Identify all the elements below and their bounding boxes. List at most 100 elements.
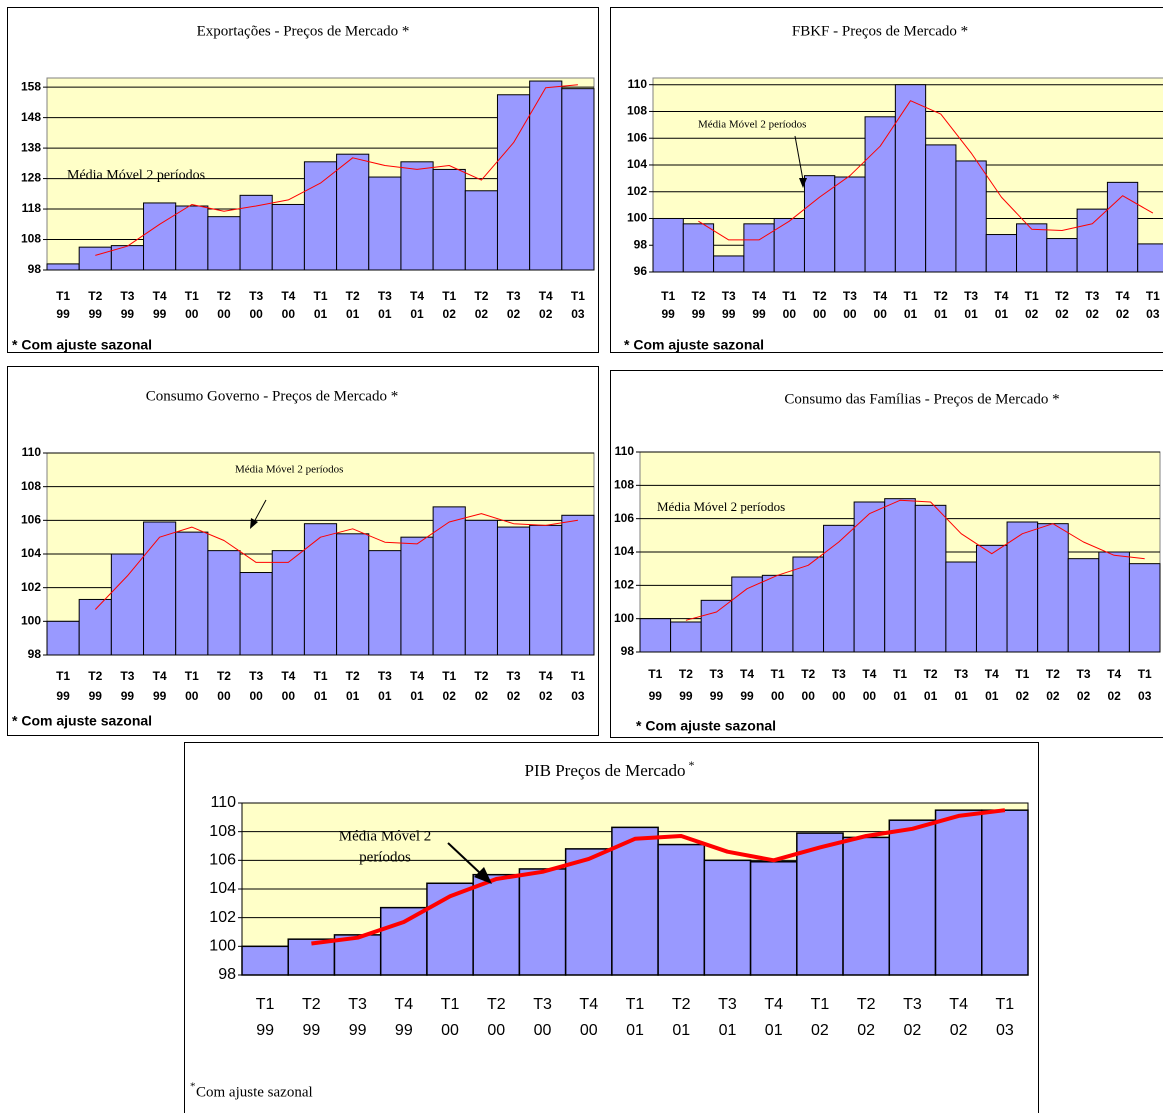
bar bbox=[884, 498, 916, 653]
bar bbox=[287, 938, 336, 976]
bar bbox=[561, 88, 595, 271]
x-tick-label: 00 bbox=[874, 307, 888, 321]
x-tick-label: 99 bbox=[752, 307, 766, 321]
y-tick-label: 138 bbox=[21, 140, 41, 154]
x-tick-label: 99 bbox=[56, 307, 70, 321]
bar bbox=[743, 223, 775, 273]
x-tick-label: T3 bbox=[348, 996, 367, 1013]
y-tick-label: 104 bbox=[209, 880, 236, 897]
x-tick-label: T4 bbox=[873, 289, 887, 303]
x-tick-label: T1 bbox=[185, 669, 199, 683]
x-tick-label: T3 bbox=[1077, 667, 1091, 681]
bar bbox=[985, 234, 1018, 273]
bar bbox=[464, 190, 498, 271]
bar bbox=[611, 826, 659, 976]
x-tick-label: T4 bbox=[1116, 289, 1130, 303]
x-tick-label: 01 bbox=[893, 689, 907, 703]
bar bbox=[426, 882, 474, 976]
x-tick-label: T4 bbox=[764, 996, 783, 1013]
x-tick-label: T3 bbox=[954, 667, 968, 681]
bar bbox=[652, 217, 684, 273]
bar bbox=[657, 843, 706, 976]
bar bbox=[981, 809, 1029, 976]
x-tick-label: T4 bbox=[153, 289, 167, 303]
bar bbox=[1106, 181, 1139, 273]
bar bbox=[834, 176, 866, 273]
x-tick-label: T2 bbox=[1055, 289, 1069, 303]
y-tick-label: 108 bbox=[627, 104, 647, 118]
annotation: Média Móvel 2 períodos bbox=[235, 464, 343, 476]
bar bbox=[792, 556, 825, 653]
x-tick-label: T4 bbox=[539, 289, 553, 303]
bar bbox=[1046, 238, 1078, 273]
y-tick-label: 100 bbox=[614, 611, 634, 625]
x-tick-label: 00 bbox=[580, 1022, 598, 1039]
moving-average-line bbox=[311, 808, 1006, 946]
y-tick-label: 100 bbox=[627, 211, 647, 225]
x-tick-label: T4 bbox=[949, 996, 968, 1013]
x-tick-label: 00 bbox=[487, 1022, 505, 1039]
x-tick-label: 02 bbox=[475, 689, 489, 703]
x-tick-label: T1 bbox=[782, 289, 796, 303]
annotation: Média Móvel 2 períodos bbox=[657, 499, 785, 514]
y-tick-label: 104 bbox=[614, 544, 634, 558]
bar bbox=[761, 574, 794, 653]
x-tick-label: T1 bbox=[893, 667, 907, 681]
x-tick-label: T1 bbox=[771, 667, 785, 681]
x-tick-label: 99 bbox=[661, 307, 675, 321]
y-tick-label: 118 bbox=[22, 201, 42, 215]
bar bbox=[670, 621, 702, 653]
bar bbox=[518, 868, 567, 976]
bar bbox=[639, 618, 672, 653]
arrowhead bbox=[474, 867, 492, 884]
y-tick-label: 100 bbox=[209, 938, 236, 955]
x-tick-label: T3 bbox=[249, 289, 263, 303]
annotation-arrow bbox=[794, 135, 804, 181]
bar bbox=[823, 524, 855, 653]
x-tick-label: T3 bbox=[903, 996, 922, 1013]
chart-title: Consumo Governo - Preços de Mercado * bbox=[146, 388, 398, 404]
bar bbox=[1067, 558, 1100, 653]
bar bbox=[529, 524, 563, 656]
y-tick-label: 106 bbox=[627, 130, 647, 144]
y-tick-label: 106 bbox=[209, 852, 236, 869]
x-tick-label: T1 bbox=[256, 996, 275, 1013]
x-tick-label: 99 bbox=[649, 689, 663, 703]
bar bbox=[379, 906, 428, 976]
bar bbox=[336, 153, 370, 271]
y-tick-label: 100 bbox=[21, 614, 41, 628]
bar bbox=[78, 246, 112, 271]
bar bbox=[496, 526, 531, 656]
x-tick-label: 00 bbox=[282, 307, 296, 321]
x-tick-label: T1 bbox=[56, 289, 70, 303]
x-tick-label: 00 bbox=[282, 689, 296, 703]
x-tick-label: 01 bbox=[934, 307, 948, 321]
x-tick-label: 03 bbox=[571, 689, 585, 703]
bar bbox=[239, 194, 273, 271]
y-tick-label: 110 bbox=[210, 794, 236, 811]
bar bbox=[529, 80, 563, 271]
x-tick-label: 00 bbox=[863, 689, 877, 703]
x-tick-label: 02 bbox=[507, 689, 521, 703]
x-tick-label: 99 bbox=[153, 307, 167, 321]
bar bbox=[703, 859, 752, 976]
bar bbox=[432, 168, 466, 271]
x-tick-label: 99 bbox=[722, 307, 736, 321]
footnote: * Com ajuste sazonal bbox=[636, 718, 776, 734]
chart-title: Exportações - Preços de Mercado * bbox=[197, 23, 410, 39]
bar bbox=[143, 521, 177, 656]
bar bbox=[803, 175, 836, 273]
x-tick-label: 01 bbox=[719, 1022, 737, 1039]
x-tick-label: T4 bbox=[862, 667, 876, 681]
y-tick-label: 104 bbox=[627, 157, 647, 171]
y-tick-label: 128 bbox=[21, 171, 41, 185]
x-tick-label: 02 bbox=[1055, 307, 1069, 321]
x-tick-label: 02 bbox=[1116, 307, 1130, 321]
x-tick-label: 02 bbox=[539, 307, 553, 321]
moving-average-line bbox=[698, 100, 1154, 241]
x-tick-label: T2 bbox=[672, 996, 691, 1013]
bar bbox=[561, 514, 595, 656]
x-tick-label: T2 bbox=[857, 996, 876, 1013]
y-tick-label: 102 bbox=[21, 580, 41, 594]
